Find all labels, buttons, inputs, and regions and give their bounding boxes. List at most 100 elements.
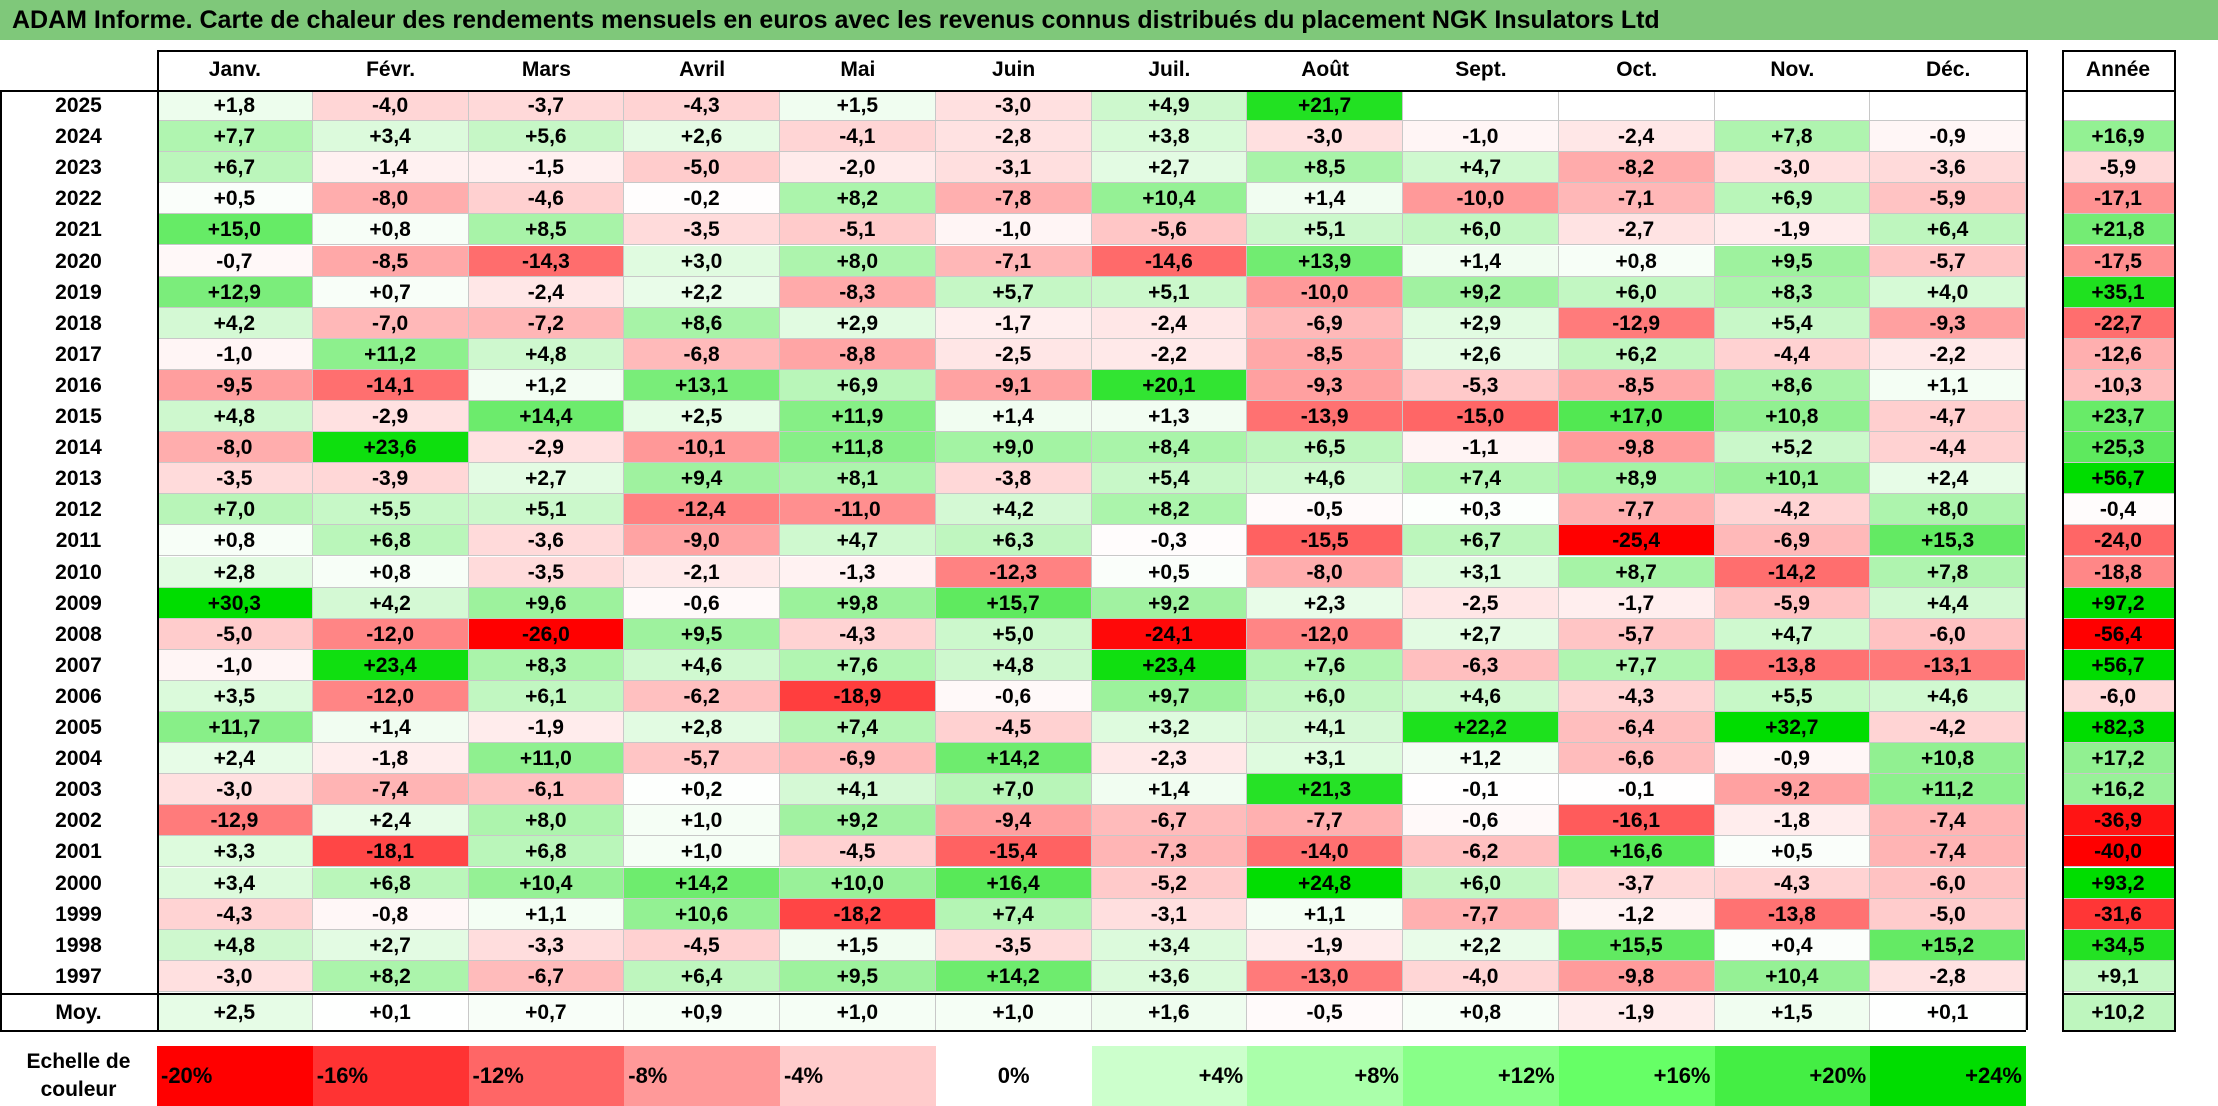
annual-cell: -12,6 [2062,338,2174,370]
heatmap-cell: -1,0 [935,214,1092,246]
month-header: Mai [840,58,876,81]
heatmap-cell: +8,0 [1870,494,2026,526]
heatmap-cell: +7,4 [780,712,936,744]
heatmap-cell: -3,0 [1247,121,1403,153]
heatmap-cell: +8,3 [468,649,625,681]
heatmap-cell: +8,6 [624,307,780,339]
annual-cell: +21,8 [2062,214,2174,246]
annual-cell: +56,7 [2062,649,2174,681]
heatmap-cell: -10,1 [624,432,780,464]
heatmap-cell: -14,0 [1247,836,1403,868]
heatmap-cell: -7,7 [1558,494,1715,526]
heatmap-cell: -5,7 [1870,245,2026,277]
heatmap-cell: -3,1 [935,152,1092,184]
heatmap-cell: +0,7 [312,276,469,308]
heatmap-cell: -1,0 [157,338,313,370]
heatmap-cell: -5,0 [157,618,313,650]
heatmap-cell: -9,4 [935,805,1092,837]
year-label: 2025 [55,94,102,117]
heatmap-cell: -3,0 [157,960,313,992]
heatmap-cell: -4,3 [1714,867,1871,899]
heatmap-cell: -2,9 [468,432,625,464]
color-scale-step: +12% [1403,1046,1559,1106]
annual-cell: -22,7 [2062,307,2174,339]
heatmap-cell: -5,9 [1714,587,1871,619]
heatmap-cell: -4,4 [1870,432,2026,464]
heatmap-cell: +4,0 [1870,276,2026,308]
heatmap-cell: -5,7 [624,743,780,775]
color-scale-step: -16% [312,1046,469,1106]
heatmap-cell: -2,5 [935,338,1092,370]
year-label: 2021 [55,218,102,242]
heatmap-cell: +4,7 [1403,152,1559,184]
year-label: 2024 [55,125,102,149]
heatmap-cell [1558,90,1715,122]
heatmap-cell: -3,1 [1091,898,1248,930]
average-cell: +1,6 [1091,995,1248,1030]
heatmap-cell: -6,3 [1403,649,1559,681]
heatmap-cell: +6,5 [1247,432,1403,464]
heatmap-cell: -9,3 [1870,307,2026,339]
heatmap-cell: +8,2 [312,960,469,992]
heatmap-cell: +2,2 [1403,929,1559,961]
heatmap-cell: +5,5 [312,494,469,526]
heatmap-cell: -25,4 [1558,525,1715,557]
annual-cell [2062,90,2174,122]
heatmap-cell: +0,2 [624,774,780,806]
heatmap-cell: -0,3 [1091,525,1248,557]
heatmap-cell: +11,2 [312,338,469,370]
heatmap-cell: +0,8 [312,214,469,246]
heatmap-cell: -5,9 [1870,183,2026,215]
heatmap-cell: +5,6 [468,121,625,153]
heatmap-cell: +6,2 [1558,338,1715,370]
year-label: 2018 [55,311,102,335]
table-bottom-border [0,1030,2026,1032]
heatmap-cell: -7,0 [312,307,469,339]
heatmap-cell: -4,7 [1870,401,2026,433]
heatmap-cell: +3,2 [1091,712,1248,744]
annual-cell: -24,0 [2062,525,2174,557]
year-label: 2011 [55,529,102,553]
heatmap-cell: +2,7 [1403,618,1559,650]
heatmap-cell [1714,90,1871,122]
color-scale-step: +16% [1558,1046,1715,1106]
annual-cell: -17,1 [2062,183,2174,215]
heatmap-cell: +4,7 [1714,618,1871,650]
heatmap-cell: -2,5 [1403,587,1559,619]
heatmap-cell: +4,2 [157,307,313,339]
heatmap-cell: -13,9 [1247,401,1403,433]
month-header: Avril [679,58,726,81]
heatmap-cell: +3,5 [157,680,313,712]
annual-header: Année [2085,58,2151,81]
color-scale-step: 0% [935,1046,1092,1106]
heatmap-cell: +11,7 [157,712,313,744]
report-title: ADAM Informe. Carte de chaleur des rende… [0,0,2218,40]
heatmap-cell: -8,0 [312,183,469,215]
heatmap-cell: +1,5 [780,90,936,122]
annual-cell: +82,3 [2062,712,2174,744]
annual-cell: +25,3 [2062,432,2174,464]
heatmap-cell: +10,4 [1714,960,1871,992]
heatmap-cell: -1,1 [1403,432,1559,464]
heatmap-cell: +3,4 [312,121,469,153]
heatmap-cell: +9,2 [1091,587,1248,619]
heatmap-cell: +2,4 [1870,463,2026,495]
heatmap-cell: -6,1 [468,774,625,806]
heatmap-cell: -4,3 [624,90,780,122]
heatmap-cell: +11,2 [1870,774,2026,806]
heatmap-cell: +7,0 [935,774,1092,806]
heatmap-cell: -12,9 [1558,307,1715,339]
heatmap-cell: -5,0 [624,152,780,184]
heatmap-cell: -12,0 [312,618,469,650]
heatmap-cell: +1,4 [312,712,469,744]
heatmap-cell: -3,5 [468,556,625,588]
heatmap-cell: -13,1 [1870,649,2026,681]
year-label: 2013 [55,467,102,491]
heatmap-cell: +2,9 [780,307,936,339]
heatmap-cell: +3,4 [1091,929,1248,961]
heatmap-cell: +6,4 [1870,214,2026,246]
heatmap-cell: +7,6 [1247,649,1403,681]
heatmap-cell: +3,3 [157,836,313,868]
heatmap-cell: +6,9 [1714,183,1871,215]
heatmap-cell: -8,5 [312,245,469,277]
